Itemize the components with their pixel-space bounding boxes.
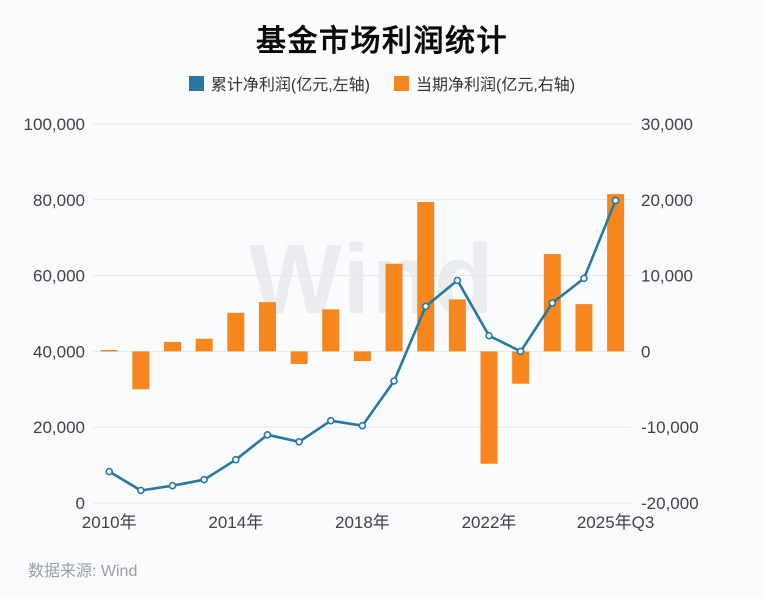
bar-2012[interactable] — [164, 341, 181, 352]
line-point-2025Q3[interactable] — [611, 196, 620, 205]
right-axis-tick: 10,000 — [641, 267, 693, 286]
left-axis-tick: 100,000 — [24, 115, 85, 134]
left-axis-tick: 40,000 — [33, 342, 85, 361]
bar-2021[interactable] — [448, 299, 466, 352]
data-source-note: 数据来源: Wind — [28, 563, 138, 580]
line-point-2025H1[interactable] — [580, 274, 588, 283]
bar-2023[interactable] — [512, 351, 530, 384]
bar-2015[interactable] — [258, 302, 276, 352]
x-axis-tick: 2022年 — [462, 513, 517, 532]
line-point-2017[interactable] — [326, 416, 335, 425]
right-axis-tick: -10,000 — [641, 418, 699, 437]
period-series-swatch-icon — [394, 75, 409, 91]
legend: 累计净利润(亿元,左轴) 当期净利润(亿元,右轴) — [0, 71, 764, 95]
chart-title: 基金市场利润统计 — [256, 25, 508, 58]
bar-2019[interactable] — [385, 263, 403, 352]
left-axis-tick: 60,000 — [33, 267, 85, 286]
right-axis-tick: -20,000 — [641, 494, 699, 513]
bar-2017[interactable] — [322, 309, 340, 352]
x-axis-tick: 2014年 — [208, 513, 263, 532]
left-axis-tick: 80,000 — [33, 191, 85, 210]
line-point-2011[interactable] — [137, 486, 145, 495]
line-point-2012[interactable] — [168, 481, 177, 490]
right-axis-tick: 0 — [641, 342, 650, 361]
right-axis-tick: 30,000 — [641, 115, 693, 134]
x-axis-tick: 2025年Q3 — [577, 513, 655, 532]
gridlines: 100,000 30,000 80,000 20,000 60,000 10,000 40,… — [24, 115, 699, 513]
line-point-2020[interactable] — [421, 302, 430, 311]
line-point-2013[interactable] — [200, 475, 208, 484]
line-series — [105, 196, 620, 495]
bar-2016[interactable] — [290, 351, 308, 364]
bar-2013[interactable] — [195, 338, 213, 352]
line-point-2018[interactable] — [358, 421, 367, 430]
line-point-2023[interactable] — [516, 347, 525, 356]
cumulative-line — [107, 199, 617, 492]
left-axis-tick: 20,000 — [33, 418, 85, 437]
cumulative-series-swatch-icon — [188, 75, 204, 91]
legend-item-cumulative-profit[interactable]: 累计净利润(亿元,左轴) — [188, 71, 370, 95]
legend-label: 当期净利润(亿元,右轴) — [416, 77, 576, 94]
x-axis-tick: 2018年 — [335, 513, 390, 532]
line-point-2019[interactable] — [390, 377, 398, 385]
bar-2011[interactable] — [132, 351, 150, 390]
line-point-2010[interactable] — [105, 467, 113, 476]
line-point-2024[interactable] — [548, 299, 557, 307]
line-point-2021[interactable] — [453, 276, 462, 285]
x-axis-tick: 2010年 — [82, 513, 137, 532]
bar-2025Q3[interactable] — [607, 194, 625, 352]
bar-2018[interactable] — [353, 351, 371, 362]
legend-item-period-profit[interactable]: 当期净利润(亿元,右轴) — [394, 71, 575, 95]
bar-2022[interactable] — [480, 351, 498, 464]
bar-2020[interactable] — [417, 201, 435, 352]
right-axis-tick: 20,000 — [641, 191, 693, 210]
bar-2025H1[interactable] — [575, 304, 593, 352]
line-point-2014[interactable] — [232, 455, 240, 464]
left-axis-tick: 0 — [76, 494, 85, 513]
bar-2014[interactable] — [227, 312, 245, 352]
x-axis-ticks: 2010年 2014年 2018年 2022年 2025年Q3 — [82, 513, 655, 532]
line-point-2022[interactable] — [485, 331, 493, 340]
line-point-2015[interactable] — [263, 430, 272, 439]
line-point-2016[interactable] — [295, 437, 303, 446]
legend-label: 累计净利润(亿元,左轴) — [210, 77, 370, 94]
bar-2010[interactable] — [100, 350, 118, 352]
